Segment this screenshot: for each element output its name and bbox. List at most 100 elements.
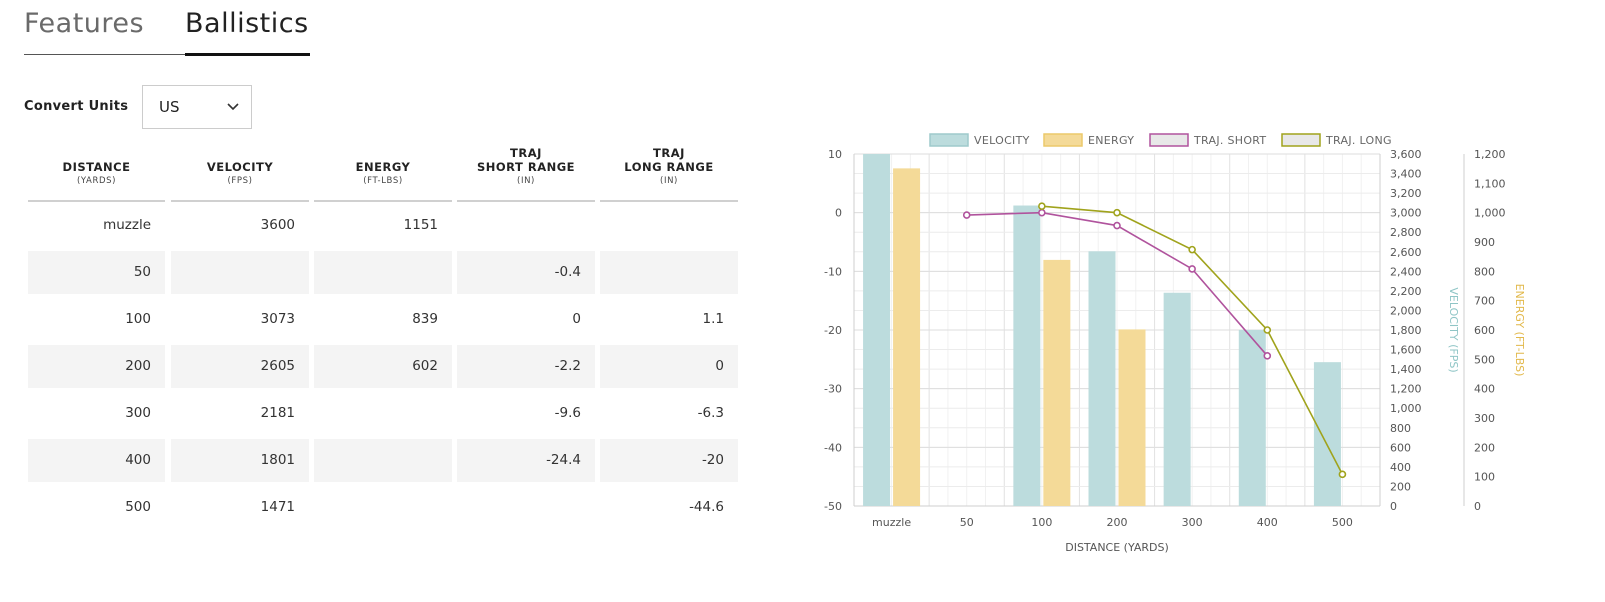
x-tick-label: 500 (1332, 516, 1353, 529)
table-cell: 1.1 (702, 311, 724, 327)
table-cell: muzzle (103, 217, 151, 233)
table-cell: 839 (412, 311, 438, 327)
table-cell: -6.3 (697, 405, 724, 421)
velocity-tick-label: 1,600 (1390, 344, 1422, 357)
x-axis-title: DISTANCE (YARDS) (1065, 541, 1169, 554)
table-cell (457, 204, 595, 247)
velocity-bar (1313, 362, 1341, 506)
energy-tick-label: 900 (1474, 236, 1495, 249)
column-header-traj-short: TRAJ SHORT RANGE (IN) (457, 146, 595, 202)
velocity-tick-label: 0 (1390, 500, 1397, 513)
table-cell: -2.2 (457, 345, 595, 388)
column-header-velocity: VELOCITY (FPS) (171, 146, 309, 202)
column-header-traj-long: TRAJ LONG RANGE (IN) (600, 146, 738, 202)
legend-label: VELOCITY (974, 134, 1030, 147)
table-cell: -9.6 (554, 405, 581, 421)
velocity-tick-label: 1,800 (1390, 324, 1422, 337)
velocity-axis-title: VELOCITY (FPS) (1447, 287, 1460, 372)
x-tick-label: 100 (1031, 516, 1052, 529)
velocity-tick-label: 3,000 (1390, 207, 1422, 220)
table-cell: 3073 (260, 311, 295, 327)
table-cell: 3600 (260, 217, 295, 233)
energy-tick-label: 400 (1474, 383, 1495, 396)
table-cell: -24.4 (457, 439, 595, 482)
energy-bar (1118, 329, 1146, 506)
x-tick-label: 200 (1107, 516, 1128, 529)
tab-features[interactable]: Features (24, 8, 145, 39)
chevron-down-icon (227, 103, 239, 111)
traj-short-point (1188, 265, 1196, 273)
table-cell (171, 251, 309, 294)
velocity-bar (1088, 251, 1116, 506)
legend-label: TRAJ. LONG (1325, 134, 1392, 147)
table-cell (600, 204, 738, 247)
table-cell: 100 (125, 311, 151, 327)
table-cell (314, 486, 452, 529)
column-header-energy: ENERGY (FT-LBS) (314, 146, 452, 202)
velocity-tick-label: 2,000 (1390, 304, 1422, 317)
energy-tick-label: 600 (1474, 324, 1495, 337)
table-cell (600, 251, 738, 294)
trajectory-tick-label: -20 (824, 324, 842, 337)
x-tick-label: 300 (1182, 516, 1203, 529)
legend-swatch (929, 133, 969, 147)
table-row: 400 1801 -24.4 -20 (28, 437, 738, 484)
legend-swatch (1281, 133, 1321, 147)
energy-tick-label: 1,100 (1474, 177, 1506, 190)
energy-tick-label: 200 (1474, 441, 1495, 454)
velocity-tick-label: 600 (1390, 441, 1411, 454)
traj-long-point (1038, 202, 1046, 211)
table-cell: 2605 (171, 345, 309, 388)
table-row: 500 1471 -44.6 (28, 484, 738, 531)
energy-tick-label: 700 (1474, 295, 1495, 308)
velocity-tick-label: 1,200 (1390, 383, 1422, 396)
velocity-tick-label: 400 (1390, 461, 1411, 474)
table-row: 300 2181 -9.6 -6.3 (28, 390, 738, 437)
traj-short-point (962, 211, 971, 219)
table-header: DISTANCE (YARDS) VELOCITY (FPS) ENERGY (… (28, 146, 738, 202)
trajectory-tick-label: -10 (824, 265, 842, 278)
energy-bar (1043, 259, 1071, 506)
tab-bar: Features Ballistics (24, 8, 310, 56)
x-tick-label: muzzle (872, 516, 911, 529)
trajectory-tick-label: 10 (828, 148, 842, 161)
ballistics-chart: 100-10-20-30-40-50 02004006008001,0001,20… (824, 133, 1526, 554)
velocity-tick-label: 800 (1390, 422, 1411, 435)
table-cell (457, 486, 595, 529)
velocity-tick-label: 3,200 (1390, 187, 1422, 200)
legend-swatch (1149, 133, 1189, 147)
units-select-value: US (159, 98, 180, 116)
tab-ballistics[interactable]: Ballistics (185, 8, 309, 39)
trajectory-tick-label: -30 (824, 383, 842, 396)
velocity-tick-label: 3,600 (1390, 148, 1422, 161)
legend-label: TRAJ. SHORT (1193, 134, 1266, 147)
energy-axis-title: ENERGY (FT-LBS) (1513, 284, 1526, 377)
energy-tick-label: 300 (1474, 412, 1495, 425)
energy-tick-label: 1,200 (1474, 148, 1506, 161)
legend-swatch (1043, 133, 1083, 147)
velocity-tick-label: 1,000 (1390, 402, 1422, 415)
velocity-bar (1013, 205, 1041, 506)
velocity-tick-label: 2,200 (1390, 285, 1422, 298)
table-cell: 2181 (260, 405, 295, 421)
table-cell: -44.6 (689, 499, 724, 515)
ballistics-table: DISTANCE (YARDS) VELOCITY (FPS) ENERGY (… (28, 146, 738, 531)
traj-short-point (1113, 221, 1121, 230)
units-select[interactable]: US (142, 85, 252, 129)
traj-long-point (1188, 245, 1196, 254)
table-cell: 1471 (260, 499, 295, 515)
velocity-bar (863, 154, 891, 506)
table-cell (314, 251, 452, 294)
energy-tick-label: 1,000 (1474, 207, 1506, 220)
velocity-tick-label: 1,400 (1390, 363, 1422, 376)
table-cell (314, 439, 452, 482)
table-cell: -0.4 (457, 251, 595, 294)
trajectory-tick-label: -40 (824, 441, 842, 454)
velocity-tick-label: 2,400 (1390, 265, 1422, 278)
energy-tick-label: 100 (1474, 471, 1495, 484)
energy-bar (893, 168, 921, 506)
traj-short-point (1263, 352, 1272, 360)
table-row: 200 2605 602 -2.2 0 (28, 343, 738, 390)
energy-tick-label: 500 (1474, 353, 1495, 366)
table-row: muzzle 3600 1151 (28, 202, 738, 249)
